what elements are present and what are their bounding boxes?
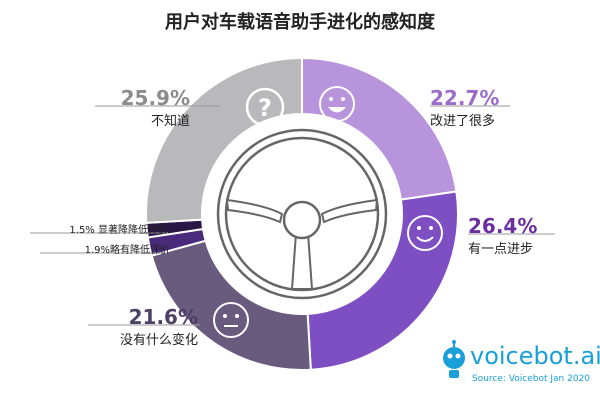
category-significantly-lower: 显著降降低评价 [98, 225, 168, 236]
svg-text:?: ? [258, 94, 272, 122]
value-significantly-lower: 1.5% [69, 225, 95, 236]
label-no-change: 21.6% 没有什么变化 [88, 305, 198, 348]
label-unknown: 25.9% 不知道 [95, 86, 190, 129]
neutral-face-icon [213, 302, 249, 338]
voicebot-logo: voicebot.ai™ Source: Voicebot Jan 2020 [440, 340, 600, 390]
category-slightly-lower: 略有降低评价 [110, 245, 170, 256]
category-no-change: 没有什么变化 [119, 333, 198, 348]
value-unknown: 25.9% [120, 86, 190, 110]
leader-lines [30, 105, 555, 326]
label-slightly-lower: 1.9%略有降低评价 [30, 241, 170, 256]
category-some-progress: 有一点进步 [468, 242, 534, 257]
value-improved: 22.7% [430, 86, 500, 110]
source-text: Source: Voicebot Jan 2020 [472, 374, 591, 384]
category-improved: 改进了很多 [430, 114, 496, 129]
smile-face-icon [407, 215, 443, 251]
value-some-progress: 26.4% [468, 214, 538, 238]
label-improved: 22.7% 改进了很多 [430, 86, 540, 129]
brand-name: voicebot.ai [470, 342, 600, 370]
category-unknown: 不知道 [150, 114, 190, 129]
label-some-progress: 26.4% 有一点进步 [468, 214, 578, 257]
robot-icon [443, 340, 465, 378]
value-slightly-lower: 1.9% [84, 245, 110, 256]
steering-wheel-icon [202, 114, 402, 314]
chart-title: 用户对车载语音助手进化的感知度 [165, 12, 435, 33]
label-significantly-lower: 1.5% 显著降降低评价 [18, 221, 168, 236]
value-no-change: 21.6% [128, 305, 198, 329]
